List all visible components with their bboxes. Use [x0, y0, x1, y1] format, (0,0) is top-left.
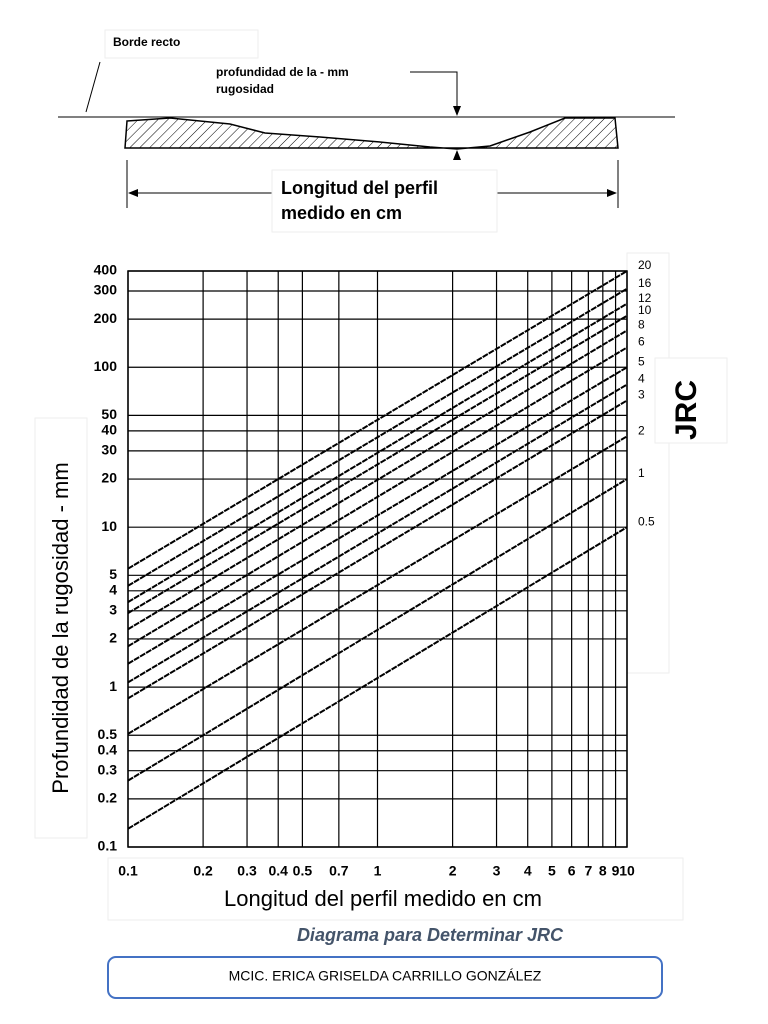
- x-tick-label: 9: [612, 863, 620, 879]
- jrc-line: [127, 526, 628, 830]
- y-tick-label: 100: [94, 358, 118, 374]
- x-tick-label: 2: [449, 863, 457, 879]
- length-label: Longitud del perfil: [281, 178, 438, 198]
- y-tick-label: 20: [101, 470, 117, 486]
- label-box: [104, 29, 259, 59]
- label-box: [271, 169, 498, 233]
- y-tick-label: 0.5: [98, 726, 118, 742]
- legend-label: 2: [638, 423, 645, 437]
- x-tick-label: 1: [374, 863, 382, 879]
- legend-title-box: [654, 357, 728, 444]
- y-tick-label: 0.2: [98, 790, 118, 806]
- leader: [85, 61, 101, 113]
- jrc-line: [127, 435, 628, 735]
- profile: [124, 117, 619, 150]
- x-tick-label: 0.4: [268, 863, 288, 879]
- jrc-line: [127, 399, 628, 700]
- jrc-line: [127, 314, 628, 615]
- x-tick-label: 0.2: [193, 863, 213, 879]
- x-tick-label: 6: [568, 863, 576, 879]
- jrc-line: [127, 383, 628, 684]
- jrc-line: [127, 329, 628, 631]
- label-box: [34, 417, 88, 839]
- y-tick-label: 40: [101, 422, 117, 438]
- y-tick-label: 0.1: [98, 838, 118, 854]
- depth-label: profundidad de la - mm: [216, 65, 349, 79]
- y-tick-label: 1: [109, 678, 117, 694]
- jrc-line: [127, 302, 628, 603]
- jrc-line: [127, 346, 628, 648]
- jrc-line: [127, 287, 628, 587]
- x-tick-label: 4: [524, 863, 532, 879]
- y-tick-label: 2: [109, 630, 117, 646]
- depth-arrow: [410, 71, 461, 116]
- jrc-line: [127, 478, 628, 782]
- y-tick-label: 4: [109, 582, 117, 598]
- length-label: medido en cm: [281, 203, 402, 223]
- author-box: [107, 956, 663, 999]
- legend-label: 5: [638, 354, 645, 368]
- legend-title: JRC: [670, 380, 703, 440]
- legend-label: 3: [638, 388, 645, 402]
- x-axis-title: Longitud del perfil medido en cm: [224, 886, 542, 911]
- edge-label: Borde recto: [113, 35, 180, 49]
- x-tick-label: 3: [493, 863, 501, 879]
- x-tick-label: 8: [599, 863, 607, 879]
- x-tick-label: 0.7: [329, 863, 349, 879]
- x-tick-label: 7: [584, 863, 592, 879]
- caption: Diagrama para Determinar JRC: [297, 925, 564, 945]
- plot: 0.10.20.30.40.51234510203040501002003004…: [94, 258, 655, 879]
- author: MCIC. ERICA GRISELDA CARRILLO GONZÁLEZ: [229, 968, 542, 984]
- x-tick-label: 0.5: [293, 863, 313, 879]
- jrc-line: [127, 270, 628, 570]
- y-tick-label: 0.4: [98, 741, 118, 757]
- y-tick-label: 30: [101, 442, 117, 458]
- x-tick-label: 5: [548, 863, 556, 879]
- legend-label: 20: [638, 258, 652, 272]
- y-tick-label: 3: [109, 601, 117, 617]
- legend-label: 1: [638, 466, 645, 480]
- y-tick-label: 5: [109, 566, 117, 582]
- legend-label: 0.5: [638, 514, 655, 528]
- legend-label: 4: [638, 372, 645, 386]
- label-box: [107, 857, 684, 921]
- legend-label: 6: [638, 335, 645, 349]
- legend-label: 12: [638, 291, 652, 305]
- y-tick-label: 10: [101, 518, 117, 534]
- y-tick-label: 400: [94, 262, 118, 278]
- y-tick-label: 200: [94, 310, 118, 326]
- depth-label: rugosidad: [216, 82, 274, 96]
- y-tick-label: 0.3: [98, 761, 118, 777]
- x-tick-label: 0.1: [118, 863, 138, 879]
- y-axis-title: Profundidad de la rugosidad - mm: [48, 462, 73, 793]
- x-tick-label: 0.3: [237, 863, 257, 879]
- y-tick-label: 300: [94, 282, 118, 298]
- legend-label: 10: [638, 303, 652, 317]
- legend-label: 8: [638, 318, 645, 332]
- y-tick-label: 50: [101, 406, 117, 422]
- x-tick-label: 10: [619, 863, 635, 879]
- legend-label: 16: [638, 276, 652, 290]
- jrc-line: [127, 366, 628, 665]
- plot-frame: [127, 270, 628, 848]
